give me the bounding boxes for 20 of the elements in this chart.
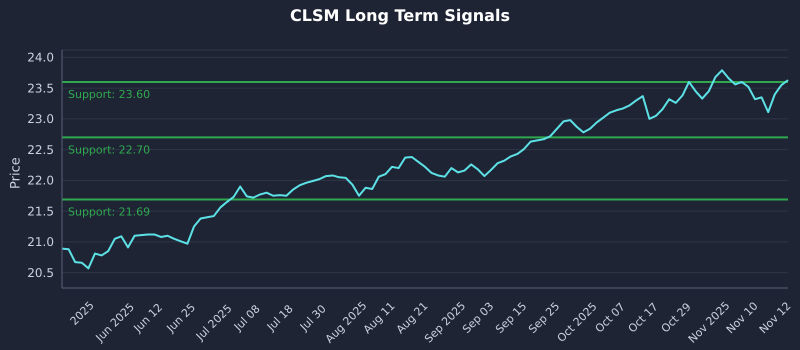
ref-line-label: Support: 22.70 bbox=[68, 143, 150, 156]
x-tick-label: Sep 15 bbox=[493, 300, 530, 336]
y-tick-label: 24.0 bbox=[27, 50, 54, 65]
chart-title: CLSM Long Term Signals bbox=[289, 5, 511, 27]
y-tick-label: 22.5 bbox=[27, 142, 54, 157]
x-tick-label: Nov 12 bbox=[756, 300, 794, 336]
y-tick-label: 20.5 bbox=[27, 266, 54, 280]
line-series bbox=[61, 69, 789, 270]
x-tick-label: Oct 17 bbox=[626, 300, 661, 336]
y-axis-title: Price bbox=[8, 157, 24, 189]
y-tick-label: 23.0 bbox=[27, 112, 54, 126]
y-tick-label: 23.5 bbox=[27, 81, 54, 96]
y-tick-label: 21.0 bbox=[27, 235, 54, 250]
ref-line-label: Support: 23.60 bbox=[68, 88, 150, 101]
y-tick-label: 22.0 bbox=[27, 174, 54, 188]
x-tick-label: Jul 18 bbox=[264, 302, 296, 334]
x-tick-label: Jul 08 bbox=[230, 302, 263, 334]
ref-line-label: Support: 21.69 bbox=[68, 205, 150, 218]
x-tick-label: Jul 30 bbox=[296, 302, 329, 334]
y-tick-label: 21.5 bbox=[27, 204, 54, 218]
